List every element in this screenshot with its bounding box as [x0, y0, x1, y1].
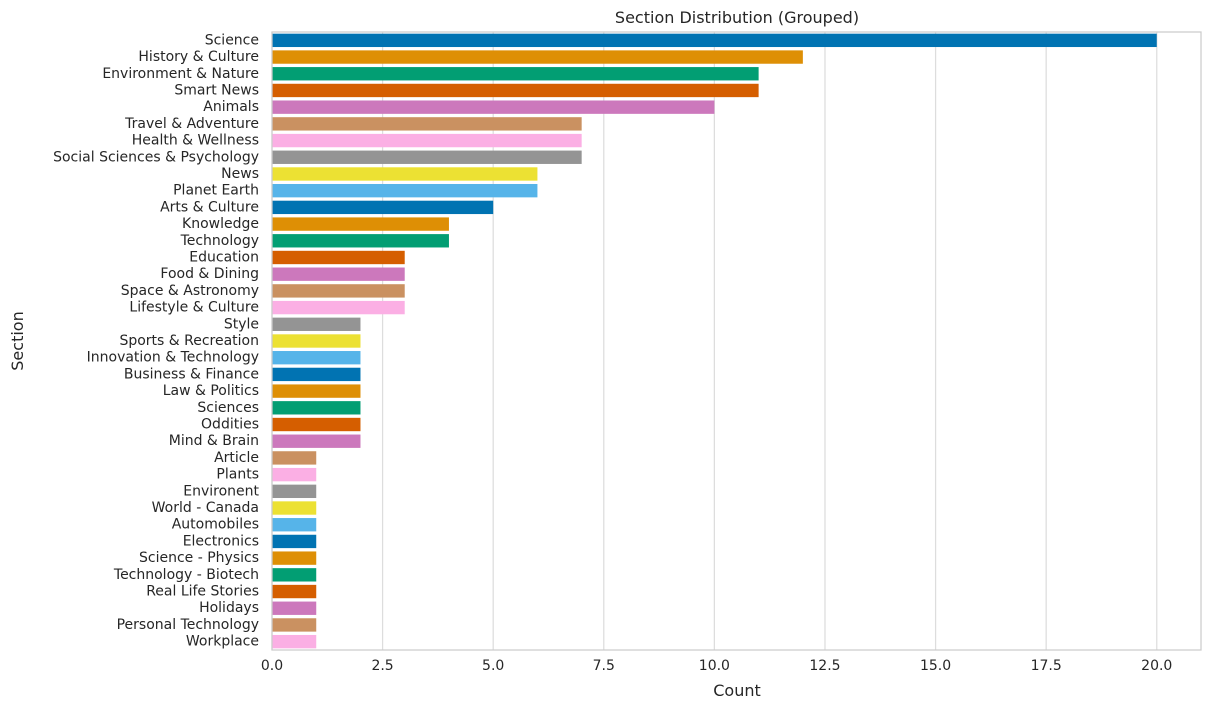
y-tick-label: History & Culture [138, 49, 259, 65]
x-tick-label: 10.0 [699, 658, 730, 674]
y-tick-label: Animals [203, 99, 259, 115]
y-tick-label: Electronics [183, 533, 259, 549]
y-tick-label: Smart News [174, 82, 259, 98]
bar [272, 334, 361, 348]
bar [272, 317, 361, 331]
y-tick-label: Lifestyle & Culture [129, 300, 259, 316]
x-tick-label: 0.0 [261, 658, 283, 674]
y-tick-label: Sciences [197, 400, 259, 416]
x-tick-labels: 0.0 2.5 5.0 7.5 10.0 12.5 15.0 17.5 20.0 [261, 658, 1172, 674]
y-tick-label: Real Life Stories [146, 584, 259, 600]
bar [272, 434, 361, 448]
y-tick-label: Health & Wellness [132, 133, 259, 149]
y-tick-label: Food & Dining [160, 266, 259, 282]
bar [272, 384, 361, 398]
y-tick-label: Innovation & Technology [87, 350, 259, 366]
x-tick-label: 12.5 [809, 658, 840, 674]
y-tick-label: Style [224, 316, 259, 332]
bar [272, 183, 538, 198]
y-tick-label: Environment & Nature [102, 66, 259, 82]
bar [272, 150, 582, 164]
bar [272, 234, 449, 248]
bar [272, 501, 317, 515]
y-tick-label: Social Sciences & Psychology [53, 149, 259, 165]
y-tick-label: Article [214, 450, 259, 466]
y-tick-label: Plants [216, 467, 259, 483]
y-tick-label: Automobiles [172, 517, 259, 533]
bar [272, 551, 317, 565]
y-tick-label: News [221, 166, 259, 182]
bar [272, 618, 317, 632]
chart-title: Section Distribution (Grouped) [615, 8, 859, 27]
bar [272, 267, 405, 281]
bar [272, 584, 317, 599]
y-tick-label: Workplace [186, 634, 259, 650]
x-tick-label: 7.5 [593, 658, 615, 674]
bar [272, 83, 759, 98]
y-tick-label: Holidays [199, 600, 259, 616]
y-tick-label: Technology - Biotech [113, 567, 259, 583]
y-tick-label: Space & Astronomy [121, 283, 259, 299]
bar [272, 401, 361, 415]
bar [272, 634, 317, 649]
bars [272, 33, 1157, 649]
bar [272, 250, 405, 265]
bar [272, 601, 317, 615]
bar [272, 300, 405, 315]
bar [272, 484, 317, 499]
bar [272, 33, 1157, 48]
y-tick-label: Planet Earth [173, 183, 259, 199]
bar [272, 518, 317, 532]
y-tick-label: Mind & Brain [169, 433, 259, 449]
y-tick-label: Science [205, 32, 259, 48]
bar [272, 284, 405, 298]
bar [272, 534, 317, 549]
x-tick-label: 17.5 [1031, 658, 1062, 674]
bar [272, 568, 317, 582]
bar [272, 100, 715, 114]
x-tick-label: 20.0 [1141, 658, 1172, 674]
y-axis-label: Section [8, 311, 27, 370]
bar [272, 117, 582, 131]
bar [272, 217, 449, 231]
bar [272, 467, 317, 482]
y-tick-label: Personal Technology [117, 617, 259, 633]
bar [272, 367, 361, 382]
x-tick-label: 2.5 [371, 658, 393, 674]
y-tick-label: Travel & Adventure [124, 116, 259, 132]
y-tick-label: Law & Politics [163, 383, 259, 399]
y-tick-label: Technology [180, 233, 259, 249]
y-tick-label: Business & Finance [124, 366, 259, 382]
bar [272, 200, 494, 215]
bar [272, 133, 582, 148]
y-tick-label: Sports & Recreation [119, 333, 259, 349]
y-tick-label: Environent [183, 483, 259, 499]
bar [272, 167, 538, 181]
bar [272, 417, 361, 432]
y-tick-label: Knowledge [182, 216, 259, 232]
bar [272, 50, 803, 64]
y-tick-label: Arts & Culture [160, 199, 259, 215]
y-tick-label: Education [189, 249, 259, 265]
bar [272, 351, 361, 365]
y-tick-label: Science - Physics [139, 550, 259, 566]
y-tick-label: Oddities [201, 417, 259, 433]
bar [272, 67, 759, 81]
y-tick-label: World - Canada [152, 500, 259, 516]
x-tick-label: 15.0 [920, 658, 951, 674]
plot-frame [271, 31, 1202, 651]
bar [272, 451, 317, 465]
x-tick-label: 5.0 [482, 658, 504, 674]
x-axis-label: Count [713, 681, 761, 700]
